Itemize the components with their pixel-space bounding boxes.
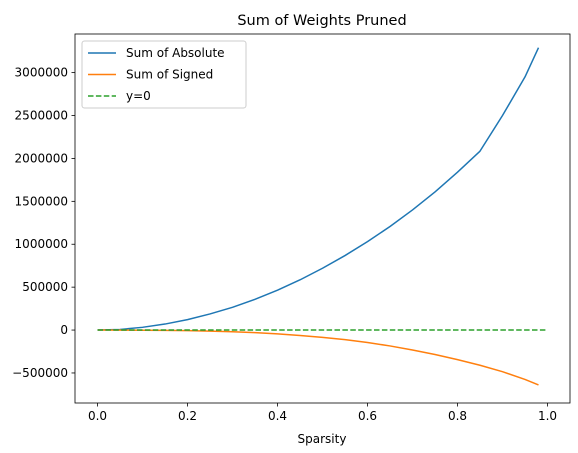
x-tick-label: 0.2 bbox=[178, 409, 197, 423]
y-tick-label: 2000000 bbox=[15, 151, 68, 165]
legend-label-2: Sum of Signed bbox=[126, 68, 213, 82]
series-line-2 bbox=[97, 329, 539, 386]
y-tick-label: 3000000 bbox=[15, 66, 68, 80]
chart-title: Sum of Weights Pruned bbox=[237, 13, 406, 29]
x-tick-label: 0.4 bbox=[268, 409, 287, 423]
series-line-1 bbox=[97, 47, 540, 331]
legend-frame bbox=[81, 40, 247, 109]
axes-frame bbox=[74, 33, 571, 404]
y-tick-label: 500000 bbox=[22, 280, 68, 294]
legend-label-3: y=0 bbox=[126, 89, 151, 103]
y-tick-label: 0 bbox=[60, 323, 68, 337]
y-tick-label: −500000 bbox=[12, 366, 68, 380]
x-tick-label: 0.8 bbox=[448, 409, 467, 423]
x-tick-label: 0.6 bbox=[358, 409, 377, 423]
y-tick-label: 1000000 bbox=[15, 237, 68, 251]
y-tick-label: 1500000 bbox=[15, 194, 68, 208]
plot-area: 0.0 0.2 0.4 0.6 0.8 1.0 −500000 0 500000 1000000 1… bbox=[12, 33, 571, 423]
legend-label-1: Sum of Absolute bbox=[126, 46, 225, 60]
x-tick-label: 0.0 bbox=[88, 409, 107, 423]
legend: Sum of Absolute Sum of Signed y=0 bbox=[81, 40, 247, 109]
y-tick-label: 2500000 bbox=[15, 109, 68, 123]
x-tick-label: 1.0 bbox=[538, 409, 557, 423]
x-axis-label: Sparsity bbox=[298, 432, 347, 446]
